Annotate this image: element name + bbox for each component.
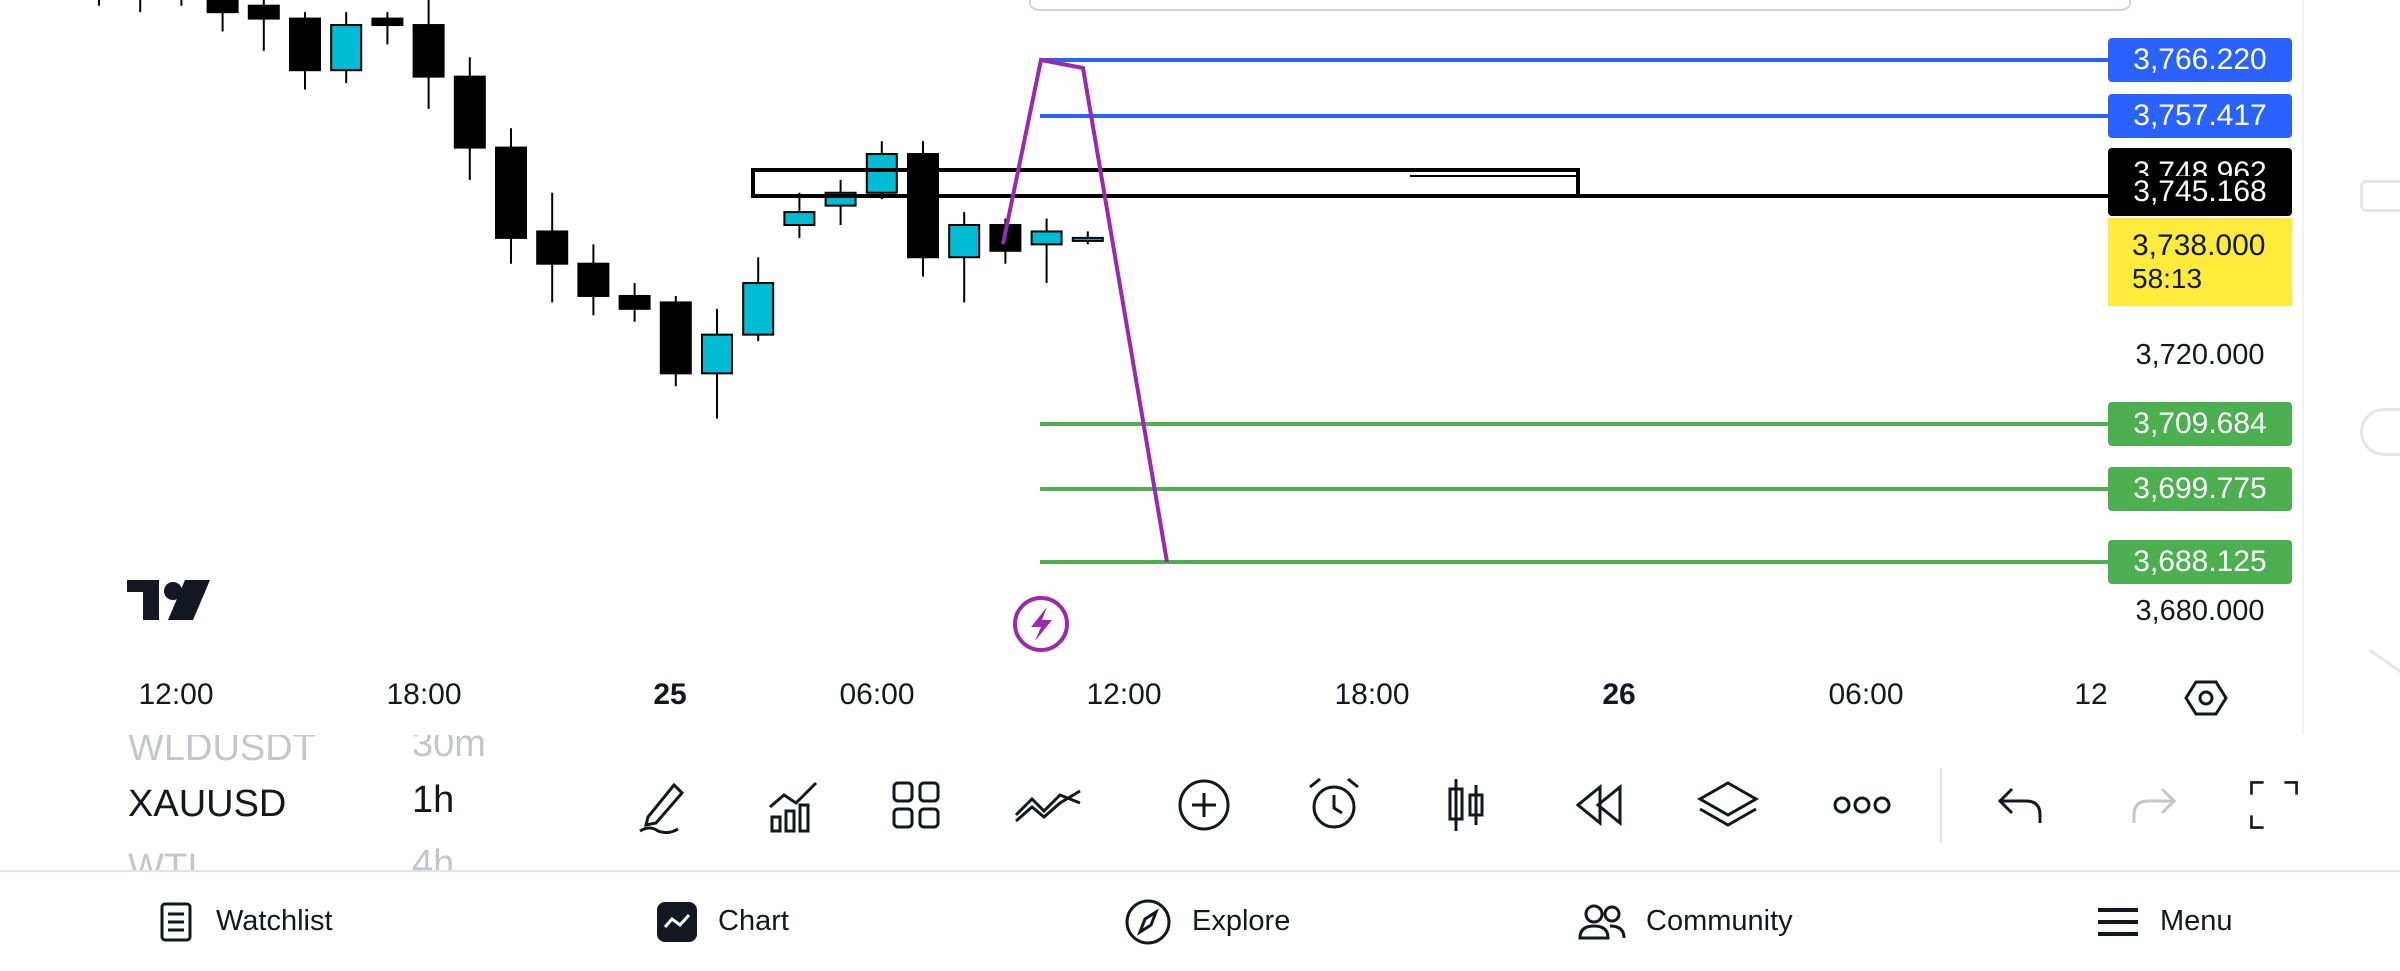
price-label-blue[interactable]: 3,766.220 bbox=[2108, 38, 2292, 82]
lightning-icon[interactable] bbox=[1013, 596, 1069, 652]
layers-icon[interactable] bbox=[1690, 767, 1766, 843]
candle-body[interactable] bbox=[701, 333, 733, 375]
price-label-green[interactable]: 3,699.775 bbox=[2108, 467, 2292, 511]
current-price-label[interactable]: 3,738.000 58:13 bbox=[2108, 218, 2292, 306]
candle-body[interactable] bbox=[495, 146, 527, 239]
time-axis-label: 26 bbox=[1602, 678, 1636, 711]
candle-body[interactable] bbox=[659, 301, 692, 375]
next-symbol[interactable]: WTI bbox=[128, 847, 198, 870]
watchlist-icon bbox=[160, 902, 192, 941]
chart-area[interactable]: 3,766.220 3,757.417 3,748.962 3,745.168 … bbox=[0, 0, 2400, 735]
compass-icon bbox=[1125, 899, 1171, 944]
bottom-navigation: Watchlist Chart Explore Community Menu bbox=[0, 870, 2400, 971]
chart-toolbar bbox=[600, 745, 2300, 865]
symbol-interval-picker[interactable]: WLDUSDT 30m XAUUSD 1h WTI 4h bbox=[0, 735, 600, 870]
time-axis-label: 12:00 bbox=[138, 678, 214, 711]
tradingview-logo bbox=[127, 580, 210, 620]
hidden-price-label: 3,748.962 bbox=[2133, 156, 2267, 176]
candle-body[interactable] bbox=[206, 0, 239, 14]
compare-icon[interactable] bbox=[1010, 767, 1086, 843]
candle-body[interactable] bbox=[453, 75, 486, 149]
price-axis-label: 3,680.000 bbox=[2135, 594, 2265, 627]
candle-body[interactable] bbox=[783, 211, 816, 227]
symbol-name[interactable]: XAUUSD bbox=[128, 783, 287, 825]
alarm-icon[interactable] bbox=[1296, 767, 1372, 843]
projection-path[interactable] bbox=[1001, 57, 1169, 563]
nav-menu-label: Menu bbox=[2160, 905, 2233, 937]
time-axis-label: 18:00 bbox=[386, 678, 462, 711]
chart-icon bbox=[657, 901, 697, 942]
candles-icon[interactable] bbox=[1428, 767, 1504, 843]
time-axis-label: 25 bbox=[653, 678, 687, 711]
current-price-value: 3,738.000 bbox=[2132, 229, 2266, 262]
community-icon bbox=[1578, 904, 1626, 939]
edge-circle-handle[interactable] bbox=[2360, 408, 2400, 456]
time-axis-label: 06:00 bbox=[1828, 678, 1904, 711]
time-axis-label: 12 bbox=[2074, 678, 2108, 711]
candle-body[interactable] bbox=[371, 17, 404, 27]
fullscreen-icon[interactable] bbox=[2248, 767, 2300, 843]
price-label-blue[interactable]: 3,757.417 bbox=[2108, 94, 2292, 138]
price-label-black[interactable]: 3,748.962 3,745.168 bbox=[2108, 148, 2292, 216]
next-interval[interactable]: 4h bbox=[412, 843, 455, 870]
candle-body[interactable] bbox=[618, 294, 651, 310]
time-axis-label: 06:00 bbox=[839, 678, 915, 711]
nav-community[interactable]: Community bbox=[1578, 872, 1793, 971]
prev-symbol[interactable]: WLDUSDT bbox=[128, 735, 316, 769]
settings-hexagon-icon[interactable] bbox=[2184, 676, 2228, 720]
layout-grid-icon[interactable] bbox=[878, 767, 954, 843]
prev-interval[interactable]: 30m bbox=[412, 735, 486, 765]
nav-explore-label: Explore bbox=[1192, 905, 1291, 937]
nav-chart[interactable]: Chart bbox=[656, 872, 789, 971]
interval-value[interactable]: 1h bbox=[412, 779, 455, 821]
black-price-value: 3,745.168 bbox=[2133, 175, 2267, 208]
pencil-icon[interactable] bbox=[624, 767, 700, 843]
candle-countdown: 58:13 bbox=[2132, 263, 2203, 294]
nav-watchlist[interactable]: Watchlist bbox=[156, 872, 333, 971]
time-axis-label: 12:00 bbox=[1086, 678, 1162, 711]
redo-icon[interactable] bbox=[2116, 767, 2192, 843]
candle-body[interactable] bbox=[577, 262, 610, 297]
time-axis-label: 18:00 bbox=[1334, 678, 1410, 711]
nav-menu[interactable]: Menu bbox=[2096, 872, 2233, 971]
candle-body[interactable] bbox=[948, 224, 981, 259]
replay-icon[interactable] bbox=[1560, 767, 1636, 843]
hamburger-icon bbox=[2098, 907, 2138, 936]
nav-community-label: Community bbox=[1646, 905, 1793, 937]
candle-body[interactable] bbox=[412, 24, 445, 78]
undo-icon[interactable] bbox=[1982, 767, 2058, 843]
edge-handle[interactable] bbox=[2360, 180, 2400, 212]
price-label-green[interactable]: 3,688.125 bbox=[2108, 540, 2292, 584]
candle-body[interactable] bbox=[330, 24, 363, 72]
add-icon[interactable] bbox=[1166, 767, 1242, 843]
price-chart[interactable] bbox=[0, 0, 2400, 735]
candle-body[interactable] bbox=[865, 153, 898, 194]
candle-body[interactable] bbox=[1071, 236, 1104, 242]
popup-card-edge bbox=[1029, 0, 2131, 11]
candle-body[interactable] bbox=[742, 282, 775, 336]
nav-explore[interactable]: Explore bbox=[1124, 872, 1290, 971]
chart-edge-divider bbox=[2302, 0, 2304, 735]
price-label-green[interactable]: 3,709.684 bbox=[2108, 402, 2292, 446]
nav-chart-label: Chart bbox=[718, 905, 789, 937]
candle-body[interactable] bbox=[536, 230, 569, 265]
nav-watchlist-label: Watchlist bbox=[216, 905, 333, 937]
candles-group bbox=[98, 0, 1104, 419]
candle-body[interactable] bbox=[289, 17, 321, 72]
candle-body[interactable] bbox=[247, 4, 280, 20]
price-axis-label: 3,720.000 bbox=[2135, 338, 2265, 371]
more-icon[interactable] bbox=[1824, 767, 1900, 843]
indicators-icon[interactable] bbox=[756, 767, 832, 843]
candle-body[interactable] bbox=[1030, 230, 1063, 246]
toolbar-divider bbox=[1940, 769, 1942, 843]
